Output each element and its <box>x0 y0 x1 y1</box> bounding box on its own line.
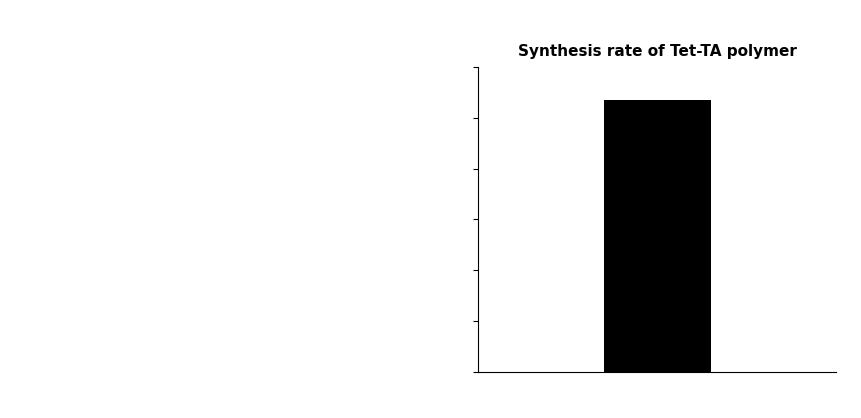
Bar <box>603 100 710 372</box>
Y-axis label: Synthesis rate (%): Synthesis rate (%) <box>425 162 439 277</box>
Title: Synthesis rate of Tet-TA polymer: Synthesis rate of Tet-TA polymer <box>517 44 796 59</box>
